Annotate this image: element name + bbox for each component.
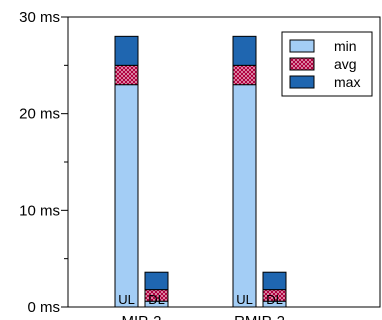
bar-segment-max [114,35,139,66]
legend-label-avg: avg [334,56,357,72]
plot-frame [67,16,381,308]
category-label: MIP-2 [121,313,161,320]
x-axis-labels: MIP-2 RMIP-2 [121,313,284,320]
y-tick-label: 0 ms [27,299,60,316]
legend: min avg max [281,31,373,97]
bar-segment-avg [232,64,257,86]
bar-label: DL [148,292,165,307]
category-label: RMIP-2 [234,313,285,320]
y-axis: 0 ms 10 ms 20 ms 30 ms [19,9,68,316]
bar-segment-min [114,84,139,308]
bars: UL DL UL DL [114,35,287,308]
y-tick-label: 30 ms [19,9,60,26]
y-tick-label: 10 ms [19,202,60,219]
legend-label-min: min [334,38,357,54]
legend-label-max: max [334,74,360,90]
bar-label: DL [266,292,283,307]
bar-segment-min [232,84,257,308]
y-tick-label: 20 ms [19,106,60,123]
bar-segment-max [262,271,287,291]
legend-swatch-min [289,39,315,53]
legend-swatch-max [289,75,315,89]
bar-label: UL [236,292,253,307]
bar-segment-avg [114,64,139,86]
bar-segment-max [232,35,257,66]
legend-swatch-avg [289,57,315,71]
bar-label: UL [118,292,135,307]
plot-border [67,16,381,308]
bar-segment-max [144,271,169,291]
